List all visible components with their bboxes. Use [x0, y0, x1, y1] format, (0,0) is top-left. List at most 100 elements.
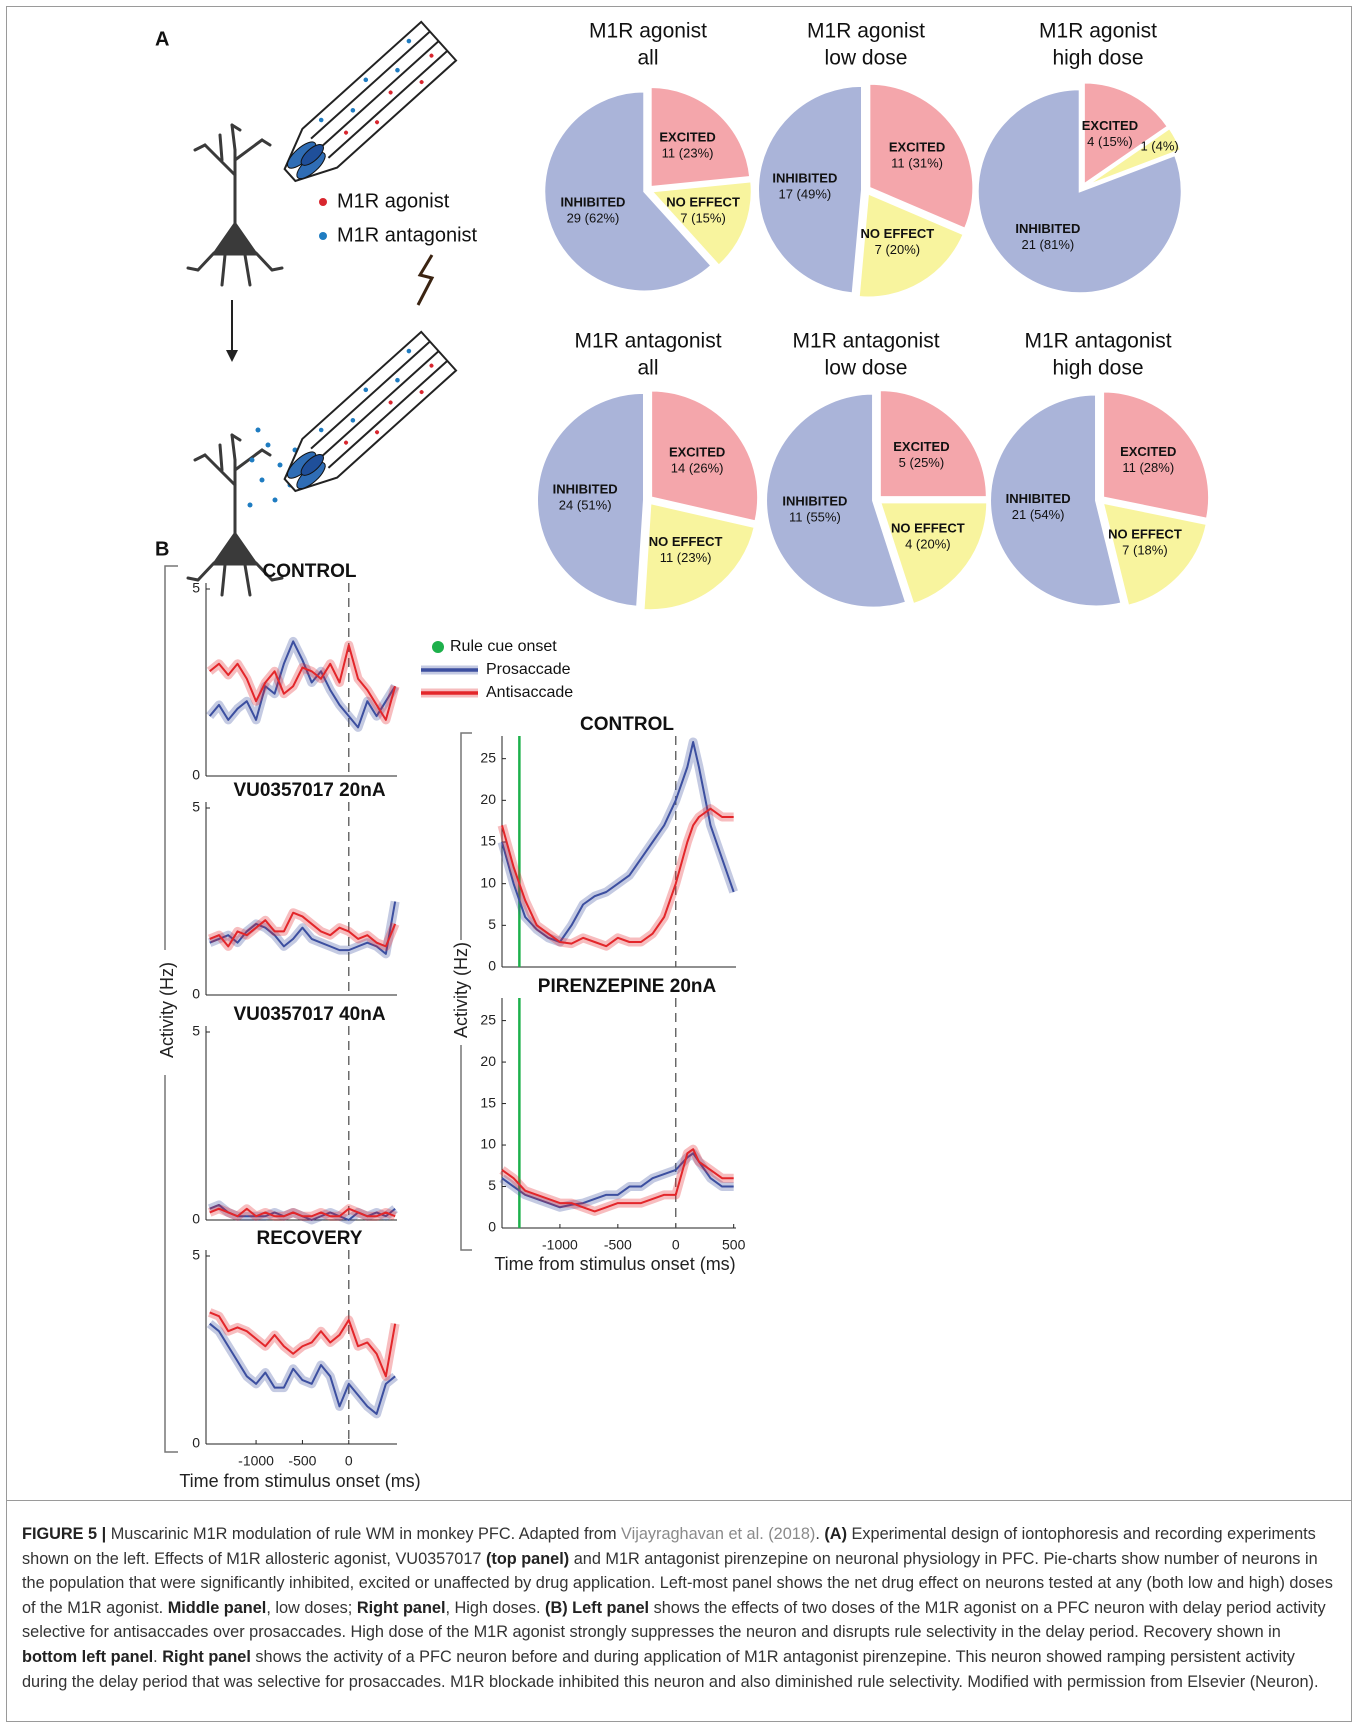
legend-label: Rule cue onset: [450, 638, 557, 655]
y-tick-label: 5: [192, 1247, 200, 1263]
slice-value: 4 (20%): [905, 536, 951, 551]
chart-title: M1R antagonist: [1024, 330, 1171, 353]
x-tick-label: 500: [722, 1237, 746, 1253]
caption-bold: (A): [824, 1525, 847, 1543]
x-tick-label: -500: [604, 1237, 632, 1253]
caption-text: , low doses;: [266, 1599, 357, 1617]
slice-value: 7 (15%): [680, 211, 726, 226]
caption: FIGURE 5 | Muscarinic M1R modulation of …: [22, 1522, 1340, 1694]
slice-value: 11 (23%): [662, 146, 714, 161]
slice-label: NO EFFECT: [891, 520, 965, 535]
y-tick-label: 10: [480, 874, 496, 890]
slice-value: 21 (54%): [1012, 507, 1065, 522]
panel-label: A: [155, 28, 169, 50]
slice-label: EXCITED: [893, 439, 949, 454]
caption-bold: (B) Left panel: [545, 1599, 649, 1617]
y-tick-label: 5: [192, 580, 200, 596]
slice-value: 7 (20%): [875, 242, 921, 257]
x-tick-label: -500: [288, 1453, 316, 1469]
slice-label: NO EFFECT: [861, 226, 935, 241]
chart-title: high dose: [1052, 357, 1143, 380]
legend-label: M1R antagonist: [337, 224, 478, 246]
stimulus-bolt: [418, 255, 432, 305]
chart-title: PIRENZEPINE 20nA: [538, 976, 717, 997]
legend-label: Prosaccade: [486, 661, 571, 678]
slice-value: 7 (18%): [1122, 543, 1168, 558]
slice-value: 5 (25%): [899, 455, 945, 470]
chart-title: low dose: [825, 357, 908, 380]
slice-label: EXCITED: [659, 130, 715, 145]
y-axis-label: Activity (Hz): [451, 942, 471, 1038]
y-tick-label: 0: [488, 958, 496, 974]
x-tick-label: 0: [345, 1453, 353, 1469]
slice-value: 17 (49%): [778, 187, 831, 202]
y-tick-label: 5: [192, 1023, 200, 1039]
x-axis-label: Time from stimulus onset (ms): [179, 1471, 420, 1491]
slice-value: 11 (28%): [1122, 460, 1174, 475]
caption-text: .: [153, 1648, 162, 1666]
caption-bold: (top panel): [486, 1550, 569, 1568]
legend-dot: [319, 232, 327, 240]
slice-label: INHIBITED: [782, 493, 847, 508]
slice-label: NO EFFECT: [1108, 527, 1182, 542]
series-line: [502, 809, 734, 947]
legend-dot: [319, 198, 327, 206]
slice-value: 29 (62%): [567, 211, 620, 226]
figure: A B: [0, 0, 1360, 1498]
caption-text: Muscarinic M1R modulation of rule WM in …: [106, 1525, 621, 1543]
slice-value: 11 (55%): [789, 509, 841, 524]
caption-bold: Middle panel: [168, 1599, 267, 1617]
chart-title: M1R antagonist: [574, 330, 721, 353]
y-tick-label: 0: [192, 986, 200, 1002]
y-tick-label: 15: [480, 833, 496, 849]
chart-title: all: [637, 357, 658, 380]
slice-label: INHIBITED: [1006, 491, 1071, 506]
panel-label: B: [155, 538, 169, 560]
caption-bold: FIGURE 5 |: [22, 1525, 106, 1543]
chart-title: M1R agonist: [807, 20, 925, 43]
legend-label: M1R agonist: [337, 190, 450, 212]
y-tick-label: 20: [480, 1053, 496, 1069]
pipette: [273, 22, 456, 194]
chart-title: all: [637, 47, 658, 70]
x-tick-label: -1000: [542, 1237, 578, 1253]
slice-label: INHIBITED: [553, 481, 618, 496]
caption-bold: bottom left panel: [22, 1648, 153, 1666]
caption-bold: Right panel: [357, 1599, 446, 1617]
caption-bold: Right panel: [162, 1648, 251, 1666]
pipette: [273, 332, 456, 504]
caption-reference: Vijayraghavan et al. (2018): [621, 1525, 815, 1543]
slice-label: NO EFFECT: [649, 534, 723, 549]
y-tick-label: 25: [480, 1011, 496, 1027]
chart-title: low dose: [825, 47, 908, 70]
chart-title: VU0357017 20nA: [233, 780, 385, 801]
caption-text: , High doses.: [445, 1599, 545, 1617]
chart-title: VU0357017 40nA: [233, 1004, 385, 1025]
y-tick-label: 0: [488, 1219, 496, 1235]
slice-label: EXCITED: [669, 444, 725, 459]
slice-label: EXCITED: [1120, 444, 1176, 459]
y-tick-label: 25: [480, 749, 496, 765]
slice-value: 11 (31%): [891, 156, 943, 171]
neuron-drawing: [188, 125, 282, 285]
y-tick-label: 0: [192, 1435, 200, 1451]
y-tick-label: 5: [488, 1177, 496, 1193]
y-tick-label: 5: [488, 916, 496, 932]
y-tick-label: 5: [192, 799, 200, 815]
page: {"panel_labels": ["A", "B"], "diagram_le…: [0, 0, 1360, 1731]
slice-label: EXCITED: [889, 140, 945, 155]
chart-title: M1R antagonist: [792, 330, 939, 353]
slice-value: 21 (81%): [1021, 237, 1074, 252]
slice-label: INHIBITED: [1015, 221, 1080, 236]
legend-label: Antisaccade: [486, 684, 573, 701]
series-line: [502, 742, 734, 942]
y-tick-label: 0: [192, 767, 200, 783]
y-tick-label: 15: [480, 1094, 496, 1110]
chart-title: CONTROL: [263, 561, 357, 582]
chart-title: M1R agonist: [589, 20, 707, 43]
slice-label: NO EFFECT: [666, 195, 740, 210]
caption-separator: [7, 1500, 1351, 1501]
y-tick-label: 0: [192, 1211, 200, 1227]
arrow-head: [226, 350, 238, 362]
x-tick-label: 0: [672, 1237, 680, 1253]
